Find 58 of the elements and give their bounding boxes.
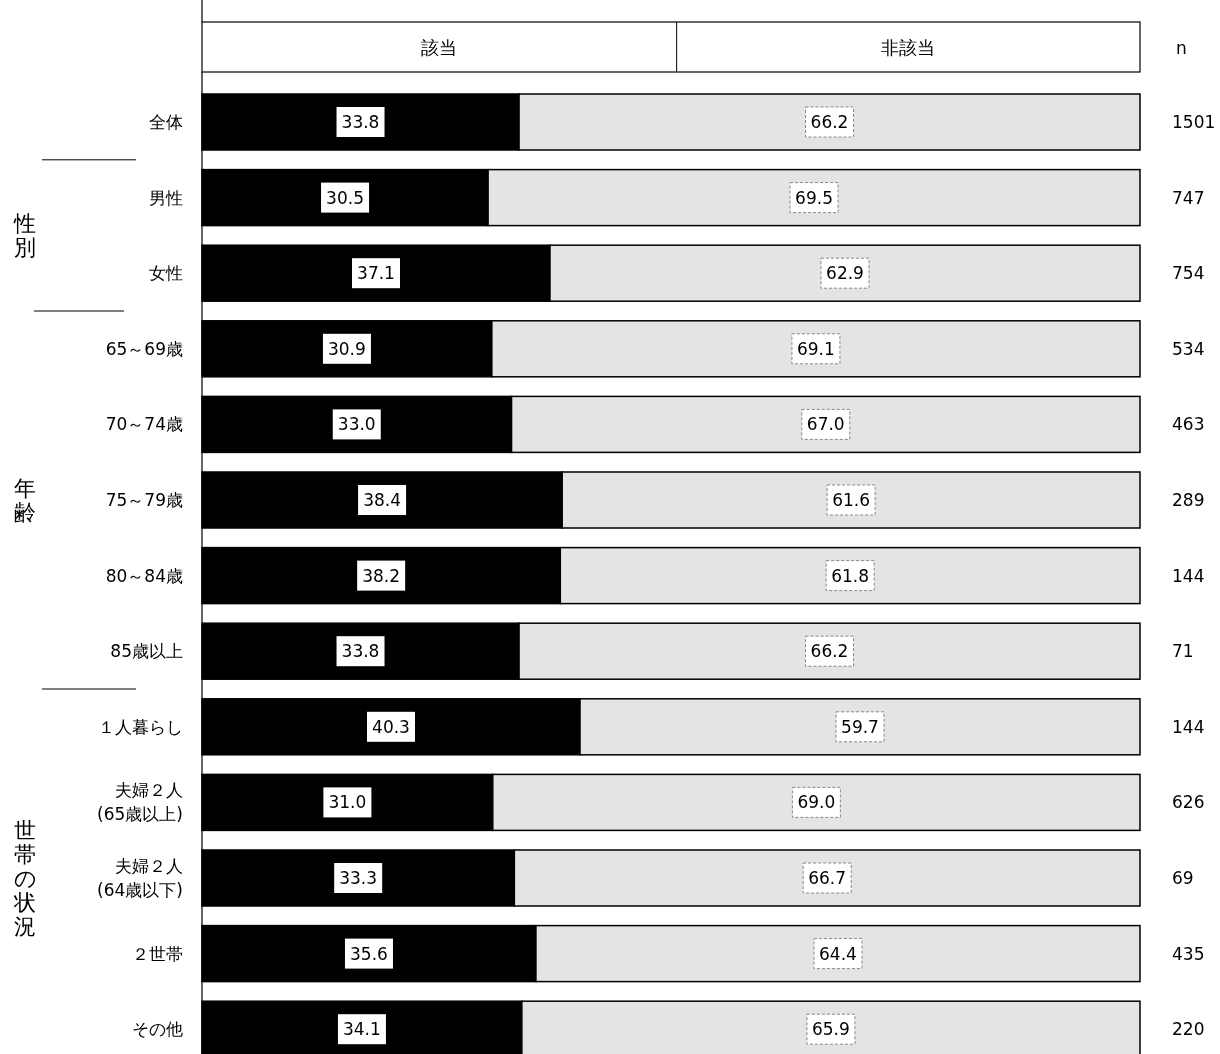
- text: 144: [1172, 565, 1205, 586]
- text: 69: [1172, 868, 1194, 888]
- text: 71: [1172, 641, 1194, 662]
- data-label: 33.0: [337, 414, 376, 435]
- y-tick-label: 70～74歳: [105, 414, 183, 435]
- data-label: 30.9: [327, 338, 366, 359]
- y-tick-label: 男性: [149, 187, 183, 208]
- y-tick-label: 女性: [149, 263, 183, 284]
- data-label: 40.3: [372, 716, 410, 737]
- data-label: 62.9: [826, 263, 864, 284]
- text: 534: [1172, 338, 1205, 359]
- y-tick-label: 80～84歳: [105, 565, 183, 586]
- data-label: 64.4: [819, 943, 857, 964]
- text: 144: [1172, 716, 1205, 737]
- text: 435: [1172, 943, 1205, 964]
- text: 世帯の状況: [13, 818, 37, 939]
- y-tick-label: 85歳以上: [110, 641, 183, 662]
- text: 年齢: [14, 476, 36, 525]
- y-tick-label: 夫婦２人 (65歳以上): [97, 780, 183, 825]
- data-label: 34.1: [343, 1019, 381, 1040]
- data-label: 69.5: [795, 187, 833, 208]
- text: 289: [1172, 490, 1205, 510]
- y-tick-label: 75～79歳: [105, 490, 183, 510]
- data-label: 35.6: [350, 943, 388, 964]
- data-label: 66.7: [808, 868, 847, 888]
- series-label: 非該当: [881, 37, 936, 58]
- data-label: 38.4: [363, 490, 402, 510]
- text: 626: [1172, 792, 1205, 813]
- text: 747: [1172, 187, 1205, 208]
- y-tick-label: ２世帯: [132, 943, 183, 964]
- text: 754: [1172, 263, 1205, 284]
- y-tick-label: その他: [132, 1019, 183, 1040]
- data-label: 65.9: [812, 1019, 850, 1040]
- data-label: 33.8: [341, 641, 380, 662]
- data-label: 61.8: [831, 565, 870, 586]
- y-tick-label: 全体: [149, 112, 183, 132]
- data-label: 61.6: [832, 490, 871, 510]
- data-label: 33.8: [341, 112, 380, 132]
- data-label: 69.1: [796, 338, 835, 359]
- y-tick-label: １人暮らし: [98, 716, 183, 737]
- data-label: 33.3: [339, 868, 378, 888]
- text: 220: [1172, 1019, 1205, 1040]
- data-label: 31.0: [328, 792, 367, 813]
- y-tick-label: 65～69歳: [105, 338, 183, 359]
- text: 463: [1172, 414, 1205, 435]
- data-label: 66.2: [810, 112, 849, 132]
- series-label: 該当: [421, 37, 458, 58]
- data-label: 38.2: [362, 565, 401, 586]
- data-label: 66.2: [810, 641, 849, 662]
- data-label: 69.0: [797, 792, 836, 813]
- text: 1501: [1172, 112, 1216, 132]
- data-label: 67.0: [806, 414, 845, 435]
- data-label: 37.1: [357, 263, 395, 284]
- data-label: 30.5: [326, 187, 364, 208]
- text: 性別: [13, 211, 36, 261]
- text: n: [1176, 38, 1187, 58]
- y-tick-label: 夫婦２人 (64歳以下): [97, 856, 183, 900]
- data-label: 59.7: [841, 716, 879, 737]
